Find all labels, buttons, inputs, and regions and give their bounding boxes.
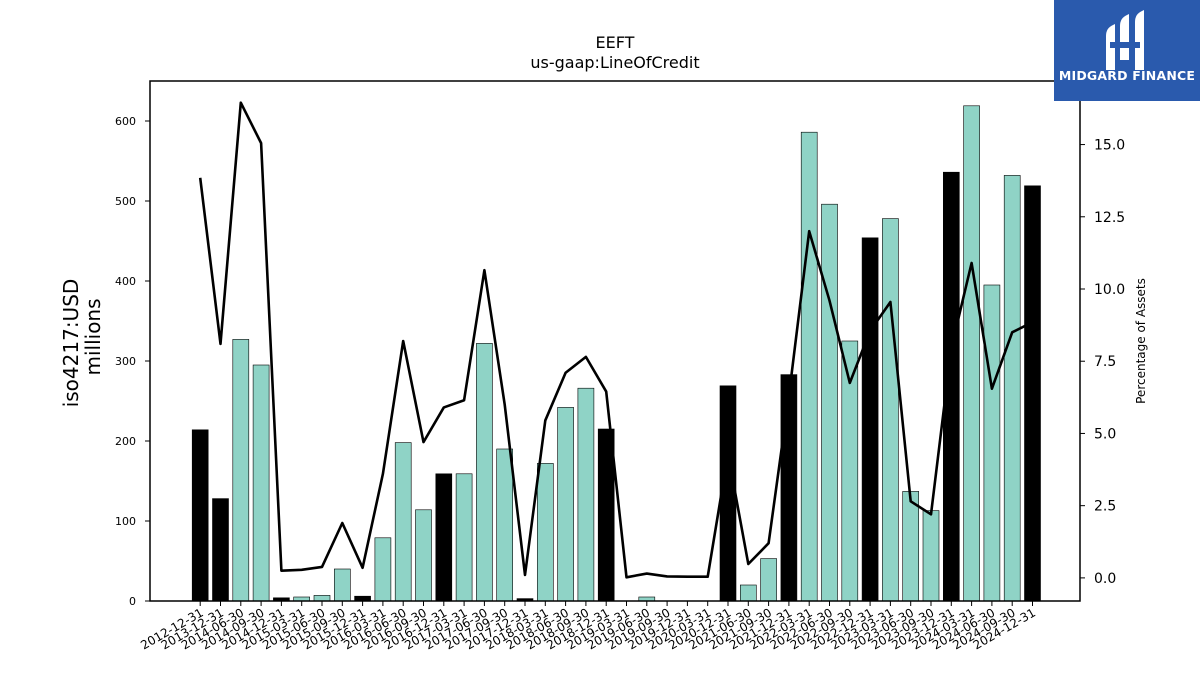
bar — [821, 203, 838, 602]
bar — [476, 343, 493, 602]
bar — [394, 442, 412, 602]
y-tick-label: 500 — [115, 195, 136, 208]
chart-subtitle: us-gaap:LineOfCredit — [530, 53, 699, 72]
y2-tick-label: 15.0 — [1094, 138, 1125, 154]
y2-tick-label: 7.5 — [1094, 354, 1116, 370]
bar — [739, 584, 757, 602]
bar — [212, 498, 229, 602]
bar — [415, 509, 432, 602]
bar — [922, 510, 940, 602]
bar — [983, 284, 1001, 602]
bar — [1024, 185, 1041, 602]
bar — [800, 131, 818, 602]
bar — [780, 374, 798, 602]
chart-title: EEFT — [596, 33, 635, 52]
bar — [557, 407, 574, 602]
bar — [191, 429, 209, 602]
bar — [435, 473, 453, 602]
bar — [496, 448, 514, 602]
bar — [232, 339, 250, 602]
bar — [313, 595, 331, 602]
y2-tick-label: 10.0 — [1094, 282, 1125, 298]
bar — [455, 473, 473, 602]
bar — [882, 218, 899, 602]
bar — [536, 463, 554, 602]
logo-text: MIDGARD FINANCE — [1058, 68, 1196, 83]
plot-frame — [149, 80, 1081, 602]
y2-axis-label: Percentage of Assets — [1134, 278, 1148, 404]
bar — [861, 237, 879, 602]
y-axis-label: iso4217:USD — [59, 279, 83, 408]
bar — [374, 537, 392, 602]
bar — [252, 364, 270, 602]
y2-axis-ticks: 0.0 2.5 5.0 7.5 10.0 12.5 15.0 — [1080, 138, 1125, 587]
y-tick-label: 100 — [115, 515, 136, 528]
y2-tick-label: 12.5 — [1094, 210, 1125, 226]
bar — [760, 558, 777, 602]
bar — [577, 387, 595, 602]
y-tick-label: 0 — [129, 595, 136, 608]
bar — [1003, 175, 1021, 602]
y-tick-label: 200 — [115, 435, 136, 448]
y2-tick-label: 5.0 — [1094, 426, 1116, 442]
y2-tick-label: 0.0 — [1094, 571, 1116, 587]
bar — [597, 428, 615, 602]
logo-mark-icon — [1106, 10, 1144, 70]
bar — [963, 105, 980, 602]
x-axis-ticks: 2012-12-312013-12-312014-06-302014-09-30… — [138, 601, 1038, 652]
brand-logo: MIDGARD FINANCE — [1054, 0, 1200, 101]
bar — [902, 491, 920, 602]
y-axis-ticks: 0 100 200 300 400 500 600 — [115, 115, 150, 608]
y-tick-label: 400 — [115, 275, 136, 288]
y-axis-label-units: millions — [81, 298, 105, 375]
y2-tick-label: 2.5 — [1094, 499, 1116, 515]
bar — [333, 568, 351, 602]
y-tick-label: 300 — [115, 355, 136, 368]
percentage-line — [198, 101, 1034, 579]
bars-layer — [191, 105, 1041, 602]
y-tick-label: 600 — [115, 115, 136, 128]
